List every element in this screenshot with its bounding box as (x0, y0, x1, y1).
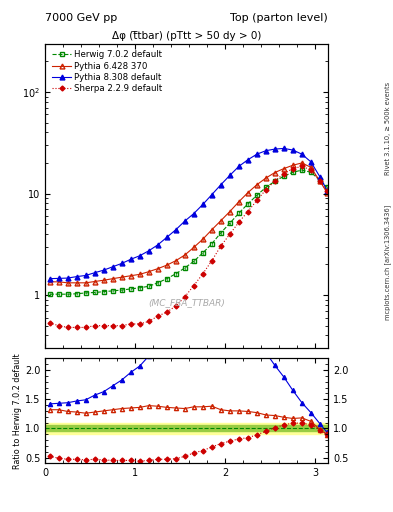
Text: (MC_FBA_TTBAR): (MC_FBA_TTBAR) (148, 298, 225, 307)
Legend: Herwig 7.0.2 default, Pythia 6.428 370, Pythia 8.308 default, Sherpa 2.2.9 defau: Herwig 7.0.2 default, Pythia 6.428 370, … (50, 48, 165, 95)
Text: 7000 GeV pp: 7000 GeV pp (45, 13, 118, 23)
Text: mcplots.cern.ch [arXiv:1306.3436]: mcplots.cern.ch [arXiv:1306.3436] (384, 205, 391, 321)
Text: Rivet 3.1.10, ≥ 500k events: Rivet 3.1.10, ≥ 500k events (385, 82, 391, 176)
Title: Δφ (t̅tbar) (pTtt > 50 dy > 0): Δφ (t̅tbar) (pTtt > 50 dy > 0) (112, 31, 261, 41)
Y-axis label: Ratio to Herwig 7.0.2 default: Ratio to Herwig 7.0.2 default (13, 353, 22, 468)
Text: Top (parton level): Top (parton level) (230, 13, 328, 23)
